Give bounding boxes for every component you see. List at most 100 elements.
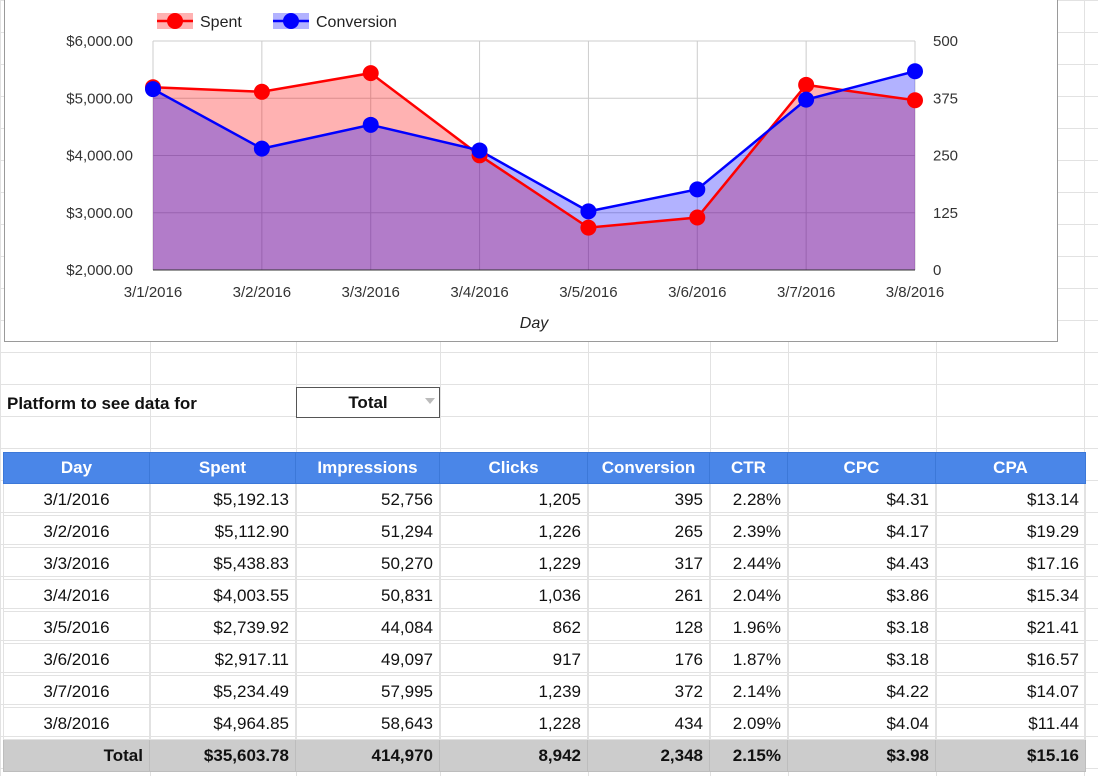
table-cell[interactable]: $13.14	[935, 483, 1086, 516]
table-cell[interactable]: 917	[439, 643, 588, 676]
table-cell[interactable]: 317	[587, 547, 710, 580]
column-header[interactable]: Conversion	[587, 452, 710, 484]
total-cell[interactable]: 2.15%	[709, 739, 788, 772]
table-cell[interactable]: 434	[587, 707, 710, 740]
total-cell[interactable]: $3.98	[787, 739, 936, 772]
spent-line	[152, 71, 916, 229]
grid-column-line	[788, 0, 789, 776]
table-cell[interactable]: 57,995	[295, 675, 440, 708]
table-cell[interactable]: $21.41	[935, 611, 1086, 644]
table-cell[interactable]: 50,270	[295, 547, 440, 580]
table-cell[interactable]: 3/5/2016	[3, 611, 150, 644]
total-cell[interactable]: $35,603.78	[149, 739, 296, 772]
column-header[interactable]: CPA	[935, 452, 1086, 484]
table-cell[interactable]: 1,228	[439, 707, 588, 740]
table-cell[interactable]: 1.87%	[709, 643, 788, 676]
table-cell[interactable]: 3/3/2016	[3, 547, 150, 580]
table-cell[interactable]: 2.14%	[709, 675, 788, 708]
table-row: 3/5/2016 $2,739.92 44,084 862 128 1.96% $3.18 $…	[3, 611, 1086, 644]
table-cell[interactable]: 52,756	[295, 483, 440, 516]
table-cell[interactable]: 2.28%	[709, 483, 788, 516]
table-cell[interactable]: 51,294	[295, 515, 440, 548]
table-cell[interactable]: 1,205	[439, 483, 588, 516]
column-header[interactable]: Impressions	[295, 452, 440, 484]
table-cell[interactable]: 50,831	[295, 579, 440, 612]
spent-point	[798, 76, 815, 93]
conversion-point	[907, 63, 923, 80]
table-row: 3/1/2016 $5,192.13 52,756 1,205 395 2.28% $4.3…	[3, 483, 1086, 516]
platform-dropdown[interactable]: Total	[296, 387, 440, 418]
table-cell[interactable]: $4.04	[787, 707, 936, 740]
table-cell[interactable]: 3/1/2016	[3, 483, 150, 516]
table-cell[interactable]: $5,192.13	[149, 483, 296, 516]
table-cell[interactable]: 261	[587, 579, 710, 612]
table-cell[interactable]: $5,112.90	[149, 515, 296, 548]
grid-column-line	[440, 0, 441, 776]
table-cell[interactable]: $4.17	[787, 515, 936, 548]
table-cell[interactable]: $4,964.85	[149, 707, 296, 740]
table-cell[interactable]: 176	[587, 643, 710, 676]
table-cell[interactable]: 372	[587, 675, 710, 708]
column-header[interactable]: Day	[3, 452, 150, 484]
total-cell[interactable]: 414,970	[295, 739, 440, 772]
table-cell[interactable]: 862	[439, 611, 588, 644]
table-cell[interactable]: 2.09%	[709, 707, 788, 740]
table-cell[interactable]: $17.16	[935, 547, 1086, 580]
table-cell[interactable]: 3/2/2016	[3, 515, 150, 548]
table-cell[interactable]: 1.96%	[709, 611, 788, 644]
table-cell[interactable]: $4.22	[787, 675, 936, 708]
table-cell[interactable]: $15.34	[935, 579, 1086, 612]
table-cell[interactable]: $4,003.55	[149, 579, 296, 612]
table-cell[interactable]: $3.18	[787, 611, 936, 644]
table-cell[interactable]: $4.43	[787, 547, 936, 580]
column-header[interactable]: Clicks	[439, 452, 588, 484]
table-cell[interactable]: $19.29	[935, 515, 1086, 548]
y-right-tick-label: 125	[933, 205, 958, 222]
table-cell[interactable]: $4.31	[787, 483, 936, 516]
table-cell[interactable]: $2,739.92	[149, 611, 296, 644]
table-cell[interactable]: 3/6/2016	[3, 643, 150, 676]
total-cell[interactable]: $15.16	[935, 739, 1086, 772]
table-cell[interactable]: 265	[587, 515, 710, 548]
y-right-tick-label: 375	[933, 90, 958, 107]
grid-column-line	[588, 0, 589, 776]
table-cell[interactable]: 2.04%	[709, 579, 788, 612]
spent-point	[253, 83, 270, 100]
column-header[interactable]: CTR	[709, 452, 788, 484]
table-cell[interactable]: $3.86	[787, 579, 936, 612]
table-cell[interactable]: 1,036	[439, 579, 588, 612]
table-cell[interactable]: $2,917.11	[149, 643, 296, 676]
table-cell[interactable]: 2.39%	[709, 515, 788, 548]
table-cell[interactable]: 3/8/2016	[3, 707, 150, 740]
table-cell[interactable]: $5,438.83	[149, 547, 296, 580]
table-cell[interactable]: 395	[587, 483, 710, 516]
table-cell[interactable]: $14.07	[935, 675, 1086, 708]
chevron-down-icon[interactable]	[425, 398, 435, 404]
column-header[interactable]: CPC	[787, 452, 936, 484]
total-cell[interactable]: 2,348	[587, 739, 710, 772]
total-cell[interactable]: Total	[3, 739, 150, 772]
table-cell[interactable]: 3/4/2016	[3, 579, 150, 612]
table-cell[interactable]: $16.57	[935, 643, 1086, 676]
chart-container[interactable]: $2,000.00 $3,000.00 $4,000.00 $5,000.00 $6,0…	[4, 0, 1058, 342]
y-right-tick-label: 250	[933, 148, 958, 165]
table-cell[interactable]: 3/7/2016	[3, 675, 150, 708]
legend-label: Spent	[200, 14, 242, 31]
conversion-point	[362, 116, 379, 133]
table-cell[interactable]: 2.44%	[709, 547, 788, 580]
table-cell[interactable]: $5,234.49	[149, 675, 296, 708]
table-cell[interactable]: 44,084	[295, 611, 440, 644]
table-cell[interactable]: 1,226	[439, 515, 588, 548]
table-cell[interactable]: $3.18	[787, 643, 936, 676]
table-cell[interactable]: 128	[587, 611, 710, 644]
table-cell[interactable]: 49,097	[295, 643, 440, 676]
table-cell[interactable]: $11.44	[935, 707, 1086, 740]
table-cell[interactable]: 1,239	[439, 675, 588, 708]
table-cell[interactable]: 58,643	[295, 707, 440, 740]
total-cell[interactable]: 8,942	[439, 739, 588, 772]
column-header[interactable]: Spent	[149, 452, 296, 484]
platform-label: Platform to see data for	[7, 394, 197, 413]
table-row: 3/3/2016 $5,438.83 50,270 1,229 317 2.44% $4.4…	[3, 547, 1086, 580]
conversion-point	[580, 203, 597, 220]
table-cell[interactable]: 1,229	[439, 547, 588, 580]
